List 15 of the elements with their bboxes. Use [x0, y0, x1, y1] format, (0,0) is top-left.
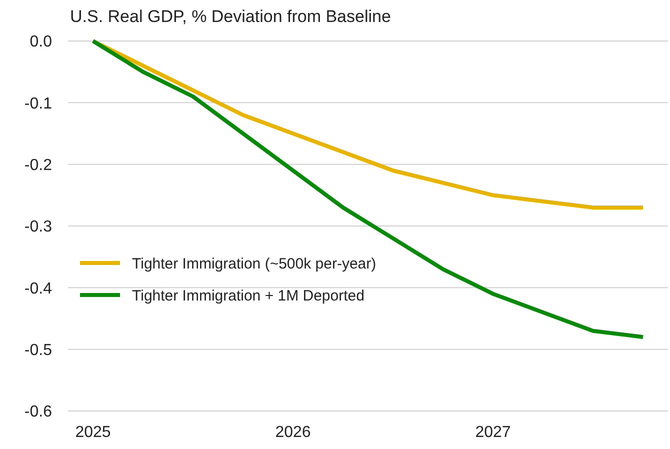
x-tick-label: 2026 [275, 424, 311, 441]
y-tick-label: -0.6 [24, 404, 52, 421]
y-tick-label: 0.0 [30, 34, 52, 51]
line-series [91, 39, 645, 339]
y-tick-label: -0.1 [24, 95, 52, 112]
legend-label: Tighter Immigration + 1M Deported [132, 287, 364, 304]
x-tick-label: 2025 [75, 424, 111, 441]
y-tick-label: -0.5 [24, 342, 52, 359]
x-tick-label: 2027 [475, 424, 511, 441]
line-series [91, 39, 645, 210]
legend-label: Tighter Immigration (~500k per-year) [132, 255, 376, 272]
y-tick-label: -0.3 [24, 218, 52, 236]
y-tick-label: -0.2 [24, 156, 52, 174]
chart-title: U.S. Real GDP, % Deviation from Baseline [70, 7, 391, 26]
y-tick-label: -0.4 [24, 280, 52, 298]
